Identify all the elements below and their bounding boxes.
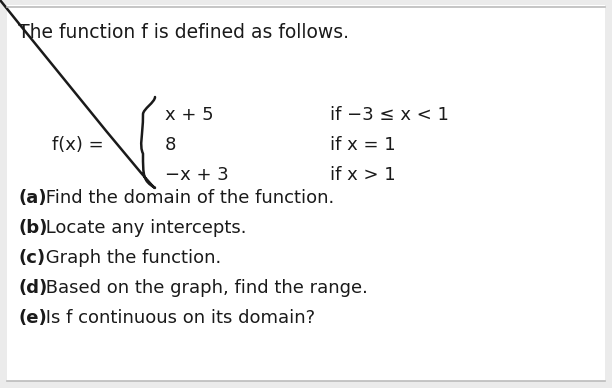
Text: (b): (b) [18,219,47,237]
Text: Find the domain of the function.: Find the domain of the function. [40,189,335,207]
Text: The function f is defined as follows.: The function f is defined as follows. [18,23,349,42]
Text: (e): (e) [18,309,47,327]
Text: (d): (d) [18,279,47,297]
Text: Graph the function.: Graph the function. [40,249,222,267]
Text: Is f continuous on its domain?: Is f continuous on its domain? [40,309,316,327]
Text: if x > 1: if x > 1 [330,166,395,184]
Text: Locate any intercepts.: Locate any intercepts. [40,219,247,237]
Text: x + 5: x + 5 [165,106,214,124]
Text: Based on the graph, find the range.: Based on the graph, find the range. [40,279,368,297]
Text: (c): (c) [18,249,45,267]
Text: (a): (a) [18,189,47,207]
Text: 8: 8 [165,136,176,154]
Text: −x + 3: −x + 3 [165,166,229,184]
Text: f(x) =: f(x) = [52,136,103,154]
Text: if x = 1: if x = 1 [330,136,395,154]
Text: if −3 ≤ x < 1: if −3 ≤ x < 1 [330,106,449,124]
